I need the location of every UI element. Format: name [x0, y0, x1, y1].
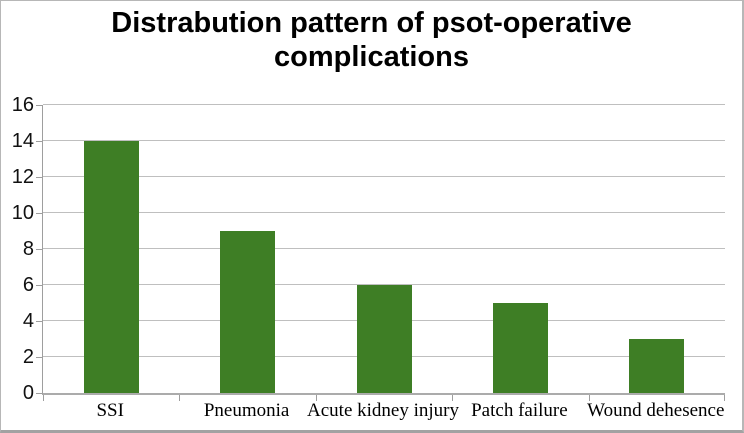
y-tick-label: 2 — [22, 346, 34, 368]
bar — [492, 303, 548, 393]
y-tick-label: 14 — [11, 130, 34, 152]
plot-area — [36, 104, 725, 401]
gridline — [43, 176, 725, 177]
x-axis-tick — [315, 395, 317, 401]
y-axis-tick — [36, 248, 42, 250]
bar — [83, 141, 139, 393]
chart-title: Distrabution pattern of psot-operative c… — [1, 6, 742, 74]
x-axis-tick — [724, 395, 725, 401]
y-axis-tick — [36, 176, 42, 178]
chart-title-text: Distrabution pattern of psot-operative c… — [111, 7, 632, 73]
y-tick-label: 4 — [22, 310, 34, 332]
x-axis-tick — [588, 395, 590, 401]
y-tick-label: 8 — [22, 238, 34, 260]
y-tick-label: 16 — [11, 94, 34, 116]
gridline — [43, 104, 725, 105]
y-axis-tick — [36, 392, 42, 394]
y-axis-tick — [36, 284, 42, 286]
gridline — [43, 212, 725, 213]
category-label: Pneumonia — [203, 400, 290, 421]
category-label: SSI — [96, 400, 124, 421]
y-axis-tick — [36, 356, 42, 358]
y-axis-tick — [36, 140, 42, 142]
y-tick-label: 6 — [22, 274, 34, 296]
x-axis-tick — [452, 395, 454, 401]
y-axis-tick — [36, 212, 42, 214]
bar — [220, 231, 276, 393]
category-label: Wound dehesence — [587, 400, 725, 421]
y-tick-label: 0 — [22, 382, 34, 404]
gridline — [43, 248, 725, 249]
y-tick-label: 10 — [11, 202, 34, 224]
bar — [629, 339, 685, 393]
x-axis-tick — [43, 395, 44, 401]
category-label: Acute kidney injury — [307, 400, 459, 421]
bar — [356, 285, 412, 393]
y-axis-tick — [36, 104, 42, 106]
gridline — [43, 284, 725, 285]
category-label: Patch failure — [471, 400, 568, 421]
y-axis-tick — [36, 320, 42, 322]
x-axis-tick — [179, 395, 181, 401]
y-tick-label: 12 — [11, 166, 34, 188]
gridline — [43, 140, 725, 141]
